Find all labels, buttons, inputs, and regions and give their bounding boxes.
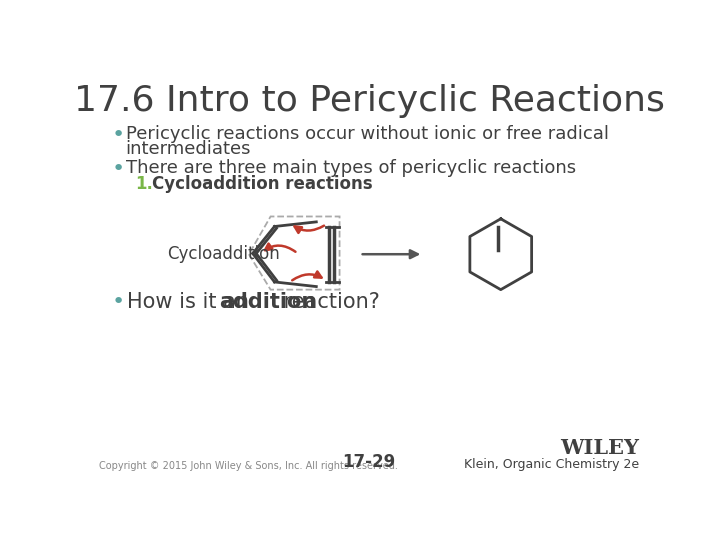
- Text: Cycloaddition reactions: Cycloaddition reactions: [152, 175, 373, 193]
- Text: addition: addition: [219, 292, 316, 312]
- Text: intermediates: intermediates: [126, 140, 251, 158]
- Text: 17-29: 17-29: [343, 454, 395, 471]
- Text: 17.6 Intro to Pericyclic Reactions: 17.6 Intro to Pericyclic Reactions: [73, 84, 665, 118]
- Text: •: •: [112, 125, 125, 145]
- Text: Cycloaddition: Cycloaddition: [168, 245, 280, 263]
- Text: reaction?: reaction?: [276, 292, 379, 312]
- Text: Copyright © 2015 John Wiley & Sons, Inc. All rights reserved.: Copyright © 2015 John Wiley & Sons, Inc.…: [99, 461, 398, 471]
- Text: WILEY: WILEY: [559, 437, 639, 457]
- Text: 1.: 1.: [135, 175, 153, 193]
- Text: Klein, Organic Chemistry 2e: Klein, Organic Chemistry 2e: [464, 458, 639, 471]
- Text: Pericyclic reactions occur without ionic or free radical: Pericyclic reactions occur without ionic…: [126, 125, 608, 143]
- Text: •: •: [112, 292, 125, 312]
- Text: How is it an: How is it an: [127, 292, 256, 312]
- Text: There are three main types of pericyclic reactions: There are three main types of pericyclic…: [126, 159, 576, 177]
- Text: •: •: [112, 159, 125, 179]
